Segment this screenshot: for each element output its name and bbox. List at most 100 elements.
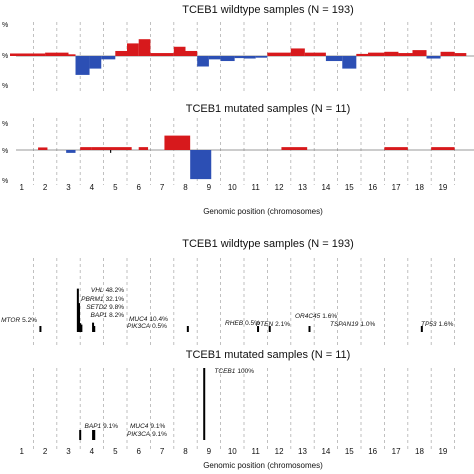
chromosome-tick-label: 15 (345, 447, 354, 456)
gene-name: MUC4 (129, 316, 148, 323)
mutation-frequency: 100% (237, 368, 254, 375)
gain-segment (304, 52, 326, 56)
mutation-label: MUC4 9.1% (130, 423, 165, 430)
mutation-frequency: 1.6% (322, 313, 337, 320)
chromosome-tick-label: 10 (228, 447, 237, 456)
mutation-label: PIK3CA 0.5% (127, 323, 167, 330)
gain-segment (281, 147, 308, 150)
gain-segment (290, 48, 305, 56)
gain-segment (185, 50, 198, 56)
mutation-bars: TCEB1 100%BAP1 9.1% MUC4 9.1%PIK3CA 9.1% (79, 368, 254, 440)
chromosome-tick-label: 3 (66, 447, 71, 456)
mutation-label: TP53 1.6% (421, 321, 454, 328)
mutation-label: MTOR 5.2% (1, 317, 37, 324)
mutation-label: RHEB 0.5% (225, 320, 260, 327)
loss-segment (244, 56, 256, 59)
gene-name: VHL (91, 287, 104, 294)
chromosome-tick-label: 12 (275, 447, 284, 456)
gain-segment (398, 53, 413, 56)
mutation-frequency: 9.1% (103, 423, 118, 430)
gene-name: PIK3CA (127, 431, 150, 438)
mutation-label: VHL 48.2% (91, 287, 124, 294)
y-tick-label: % (2, 22, 8, 29)
chromosome-tick-label: 11 (252, 183, 261, 192)
chromosome-tick-label: 4 (90, 183, 95, 192)
gene-name: BAP1 (85, 423, 102, 430)
mutation-frequency: 48.2% (106, 287, 125, 294)
gain-segment (267, 52, 291, 56)
mutation-frequency: 9.1% (152, 431, 167, 438)
gene-name: PBRM1 (81, 296, 104, 303)
loss-segment (75, 56, 90, 75)
gene-name: TCEB1 (214, 368, 235, 375)
mutation-label: BAP1 8.2% (91, 312, 125, 319)
chromosome-tick-label: 12 (275, 183, 284, 192)
chromosome-tick-label: 19 (438, 183, 447, 192)
chromosome-tick-label: 5 (113, 183, 118, 192)
mutation-bar (257, 326, 260, 332)
gain-segment (38, 147, 48, 150)
gain-segment (138, 39, 151, 56)
gain-segment (91, 147, 132, 150)
loss-segment (101, 56, 116, 60)
y-tick-labels: % % % (2, 22, 8, 90)
gene-name: PIK3CA (127, 323, 150, 330)
loss-segment (89, 56, 102, 69)
mutation-bar (92, 430, 95, 440)
gain-segment (356, 53, 369, 56)
chromosome-tick-label: 9 (207, 447, 212, 456)
chromosome-tick-label: 13 (298, 183, 307, 192)
gain-segment (454, 53, 467, 56)
mutation-frequency: 1.0% (360, 321, 375, 328)
gain-segment (431, 147, 455, 150)
chromosome-tick-label: 6 (136, 447, 141, 456)
gene-name: RHEB (225, 320, 244, 327)
gain-segment (138, 147, 149, 150)
gain-segment (173, 46, 186, 56)
mutation-label: MUC4 10.4% (129, 316, 168, 323)
x-axis-label: Genomic position (chromosomes) (203, 207, 323, 216)
mutation-bar (268, 326, 271, 332)
mutation-bar (76, 288, 79, 332)
cnv-segments (38, 135, 455, 180)
gene-name: BAP1 (91, 312, 108, 319)
mutation-bar (203, 368, 206, 440)
chromosome-tick-label: 14 (321, 183, 330, 192)
chromosome-tick-label: 16 (368, 447, 377, 456)
gene-name: OR4C45 (295, 313, 321, 320)
mutation-frequency: 1.6% (439, 321, 454, 328)
x-axis-label: Genomic position (chromosomes) (203, 461, 323, 470)
mutation-bar (80, 324, 83, 332)
chromosome-separators (33, 118, 456, 185)
chromosome-tick-label: 7 (160, 447, 165, 456)
mutation-bar (420, 326, 423, 332)
cnv-panel-mutated: TCEB1 mutated samples (N = 11) % % % (2, 103, 474, 185)
chromosome-tick-label: 17 (392, 183, 401, 192)
gain-segment (440, 51, 455, 56)
loss-segment (208, 56, 221, 60)
cnv-panel-wildtype: TCEB1 wildtype samples (N = 193) % % % (2, 4, 474, 94)
chromosome-tick-label: 4 (90, 447, 95, 456)
loss-segment (426, 56, 441, 59)
chromosome-tick-label: 9 (207, 183, 212, 192)
y-tick-label: % (2, 178, 8, 185)
loss-segment (342, 56, 357, 69)
chromosome-tick-label: 16 (368, 183, 377, 192)
chromosome-separators (33, 258, 456, 348)
panel-title-mutated-cnv: TCEB1 mutated samples (N = 11) (186, 103, 351, 115)
mutation-bar (78, 303, 81, 332)
chromosome-tick-label: 18 (415, 183, 424, 192)
chromosome-tick-label: 11 (252, 447, 261, 456)
gain-segment (127, 43, 139, 56)
mutation-label: SETD2 9.8% (86, 304, 124, 311)
chromosome-tick-label: 2 (43, 447, 48, 456)
gain-segment (80, 147, 92, 150)
mutation-bar (79, 430, 82, 440)
loss-segment (190, 150, 212, 180)
gain-segment (45, 52, 69, 56)
chromosome-tick-label: 5 (113, 447, 118, 456)
chromosome-tick-label: 15 (345, 183, 354, 192)
mutation-frequency: 0.5% (245, 320, 260, 327)
loss-segment (325, 56, 343, 62)
panel-title-wildtype-cnv: TCEB1 wildtype samples (N = 193) (182, 4, 353, 16)
